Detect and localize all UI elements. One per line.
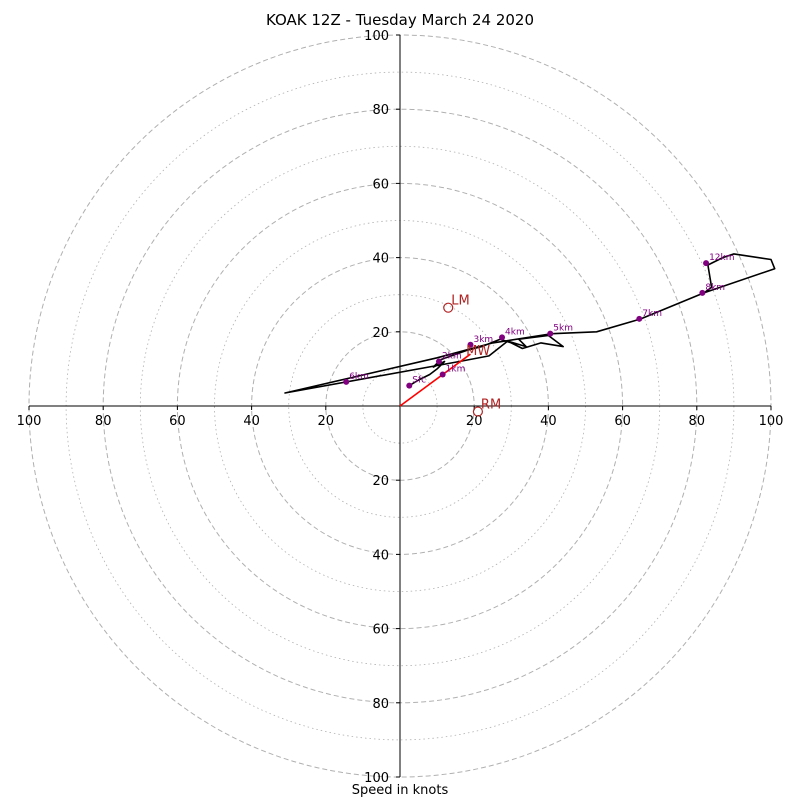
y-tick-label: 40 xyxy=(372,252,389,267)
y-tick-label: 40 xyxy=(372,548,389,563)
x-tick-label: 60 xyxy=(169,414,186,429)
height-marker xyxy=(636,315,643,322)
y-tick-label: 20 xyxy=(372,326,389,341)
y-tick-label: 60 xyxy=(372,623,389,638)
height-marker xyxy=(435,358,442,365)
storm-motion-label: MW xyxy=(466,344,490,359)
height-marker xyxy=(439,371,446,378)
y-tick-label: 20 xyxy=(372,474,389,489)
height-marker-label: Sfc xyxy=(412,376,426,386)
height-marker-label: 3km xyxy=(473,335,493,345)
x-tick-label: 80 xyxy=(95,414,112,429)
height-marker xyxy=(547,330,554,337)
height-marker xyxy=(343,378,350,385)
y-tick-label: 100 xyxy=(364,771,389,786)
y-tick-label: 60 xyxy=(372,177,389,192)
storm-motion-marker xyxy=(472,406,484,417)
storm-motion-marker xyxy=(443,302,454,313)
y-tick-label: 80 xyxy=(372,697,389,712)
shear-vector xyxy=(399,353,471,407)
x-tick-label: 40 xyxy=(540,414,557,429)
x-tick-label: 40 xyxy=(243,414,260,429)
x-tick-label: 80 xyxy=(689,414,706,429)
x-tick-label: 20 xyxy=(466,414,483,429)
x-tick-label: 20 xyxy=(318,414,335,429)
height-marker xyxy=(703,260,710,267)
height-marker-label: 4km xyxy=(505,327,525,337)
height-marker-label: 7km xyxy=(642,309,662,319)
y-tick-label: 80 xyxy=(372,103,389,118)
y-tick-label: 100 xyxy=(364,29,389,44)
x-tick-label: 100 xyxy=(17,414,42,429)
height-marker-label: 5km xyxy=(553,324,573,334)
x-axis-label: Speed in knots xyxy=(351,783,449,798)
height-marker xyxy=(406,382,413,389)
height-marker-label: 2km xyxy=(442,351,462,361)
height-marker-label: 8km xyxy=(705,283,725,293)
height-marker xyxy=(699,289,706,296)
height-marker xyxy=(499,334,506,341)
height-marker-label: 12km xyxy=(709,253,734,263)
storm-motion-label: LM xyxy=(451,294,469,309)
height-marker-label: 1km xyxy=(446,364,466,374)
height-marker-label: 6km xyxy=(349,372,369,382)
x-tick-label: 100 xyxy=(759,414,784,429)
chart-title: KOAK 12Z - Tuesday March 24 2020 xyxy=(265,11,535,29)
x-tick-label: 60 xyxy=(614,414,631,429)
storm-motion-label: RM xyxy=(481,398,501,413)
height-marker xyxy=(467,341,474,348)
